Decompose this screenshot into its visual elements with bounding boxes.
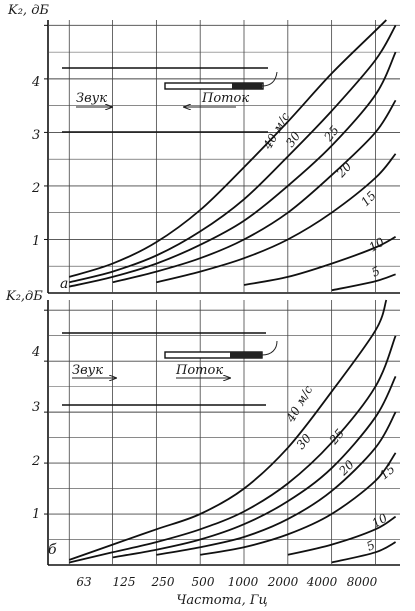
panel-a-grid xyxy=(44,20,400,294)
series-line-20 xyxy=(156,411,397,556)
series-line-15 xyxy=(200,452,397,556)
probe-cable xyxy=(261,340,278,356)
series-line-15 xyxy=(156,153,397,284)
probe-microphone xyxy=(230,352,262,358)
series-label-25: 25 xyxy=(321,123,342,144)
x-tick-125: 125 xyxy=(113,575,136,589)
panel-a-letter: а xyxy=(60,276,68,292)
series-line-20 xyxy=(112,99,397,284)
sound-label: Звук xyxy=(72,363,103,378)
x-tick-8000: 8000 xyxy=(347,575,378,589)
x-tick-4000: 4000 xyxy=(306,575,338,589)
x-axis-label: Частота, Гц xyxy=(176,593,267,608)
panel-b-ytick-2: 2 xyxy=(31,454,40,469)
series-label-20: 20 xyxy=(333,159,355,181)
series-line-40 xyxy=(69,19,387,278)
x-tick-500: 500 xyxy=(192,575,215,589)
panel-b-letter: б xyxy=(48,542,57,558)
series-line-5 xyxy=(331,273,396,292)
panel-a-curves xyxy=(69,19,397,292)
panel-b-ytick-1: 1 xyxy=(32,507,40,522)
panel-b-inset: Звук Поток xyxy=(62,332,278,406)
flow-label: Поток xyxy=(175,363,223,378)
series-line-5 xyxy=(331,541,397,564)
probe-cable xyxy=(261,71,278,87)
x-tick-1000: 1000 xyxy=(228,575,259,589)
series-line-30 xyxy=(69,24,397,284)
probe-microphone xyxy=(232,83,262,89)
series-label-10: 10 xyxy=(370,511,391,531)
series-line-40 xyxy=(69,299,388,561)
panel-a-ytick-3: 3 xyxy=(32,128,40,143)
sound-label: Звук xyxy=(76,91,107,106)
panel-a-ylabel: K₂, дБ xyxy=(7,3,49,18)
x-axis: 63 125 250 500 1000 2000 4000 8000 Часто… xyxy=(76,575,377,608)
panel-a-ytick-2: 2 xyxy=(31,181,40,196)
panel-a-ytick-4: 4 xyxy=(31,75,40,90)
series-line-10 xyxy=(287,515,397,556)
series-label-30: 30 xyxy=(294,431,315,452)
series-label-15: 15 xyxy=(377,462,398,483)
panel-b-ytick-4: 4 xyxy=(31,345,40,360)
panel-b-ylabel: K₂,дБ xyxy=(5,289,43,304)
panel-a-inset: Звук Поток xyxy=(62,67,278,133)
x-tick-250: 250 xyxy=(151,575,175,589)
series-line-25 xyxy=(112,375,397,559)
x-tick-2000: 2000 xyxy=(267,575,299,589)
series-line-10 xyxy=(243,236,397,286)
series-line-30 xyxy=(69,335,397,564)
series-line-25 xyxy=(69,51,397,288)
panel-b-grid xyxy=(44,300,400,566)
series-label-10: 10 xyxy=(367,235,388,255)
panel-b-curves xyxy=(69,299,397,564)
flow-label: Поток xyxy=(201,91,249,106)
panel-b-ytick-3: 3 xyxy=(32,400,40,415)
panel-a-ytick-1: 1 xyxy=(32,234,40,249)
x-tick-63: 63 xyxy=(76,575,92,589)
